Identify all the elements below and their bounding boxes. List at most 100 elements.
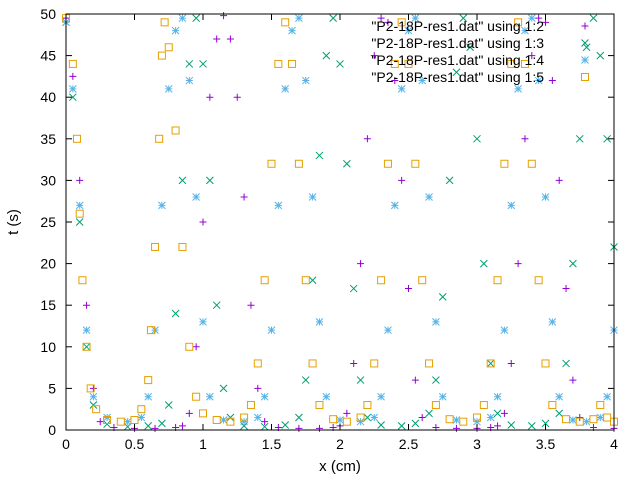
data-point [405,285,412,293]
data-point [288,26,296,35]
data-point [377,421,385,429]
x-tick-label: 0 [62,436,70,452]
data-point [562,285,570,293]
data-point [582,417,591,426]
data-point [82,342,91,351]
data-point [500,326,509,335]
data-point [397,421,406,430]
data-point [596,51,605,60]
data-point [329,14,338,23]
data-point [390,201,399,210]
legend-marker [581,56,589,64]
data-point [220,12,228,20]
legend-marker [581,39,589,47]
data-point [75,218,84,226]
data-point [391,77,399,85]
data-point [137,413,146,422]
data-point [555,176,563,184]
data-point [199,218,207,226]
data-point [240,413,249,422]
data-point [589,415,598,424]
data-point [377,14,385,22]
data-point [562,359,570,368]
data-point [445,415,454,424]
data-point [432,317,440,326]
data-point [199,409,207,418]
data-point [294,159,303,168]
data-point [425,359,434,368]
data-point [404,26,413,35]
data-point [267,159,276,168]
y-tick-label: 0 [48,422,56,438]
data-point [295,424,303,432]
data-point [363,413,372,422]
data-point [137,405,146,414]
data-point [486,359,495,368]
data-point [226,413,235,422]
data-point [541,193,550,201]
data-point [473,134,481,143]
data-point [199,60,207,68]
data-point [160,18,169,27]
data-point [185,409,193,417]
data-point [569,416,577,424]
data-point [569,376,577,384]
data-point [68,93,77,102]
data-point [383,159,392,168]
data-point [562,415,571,424]
data-point [151,242,160,251]
data-point [541,359,550,368]
data-point [466,43,475,52]
data-point [486,413,495,422]
data-point [356,413,365,422]
data-point [253,413,262,422]
data-point [548,77,556,85]
data-point [315,151,324,160]
data-point [486,359,495,368]
data-point [350,359,358,367]
data-point [205,176,214,185]
data-point [192,193,201,201]
data-point [68,59,77,68]
data-point [295,413,303,422]
data-point [459,417,468,426]
data-point [336,416,344,424]
data-point [171,309,180,318]
data-point [219,416,228,424]
data-point [342,159,351,168]
x-tick-label: 2.5 [399,436,419,452]
y-tick-label: 25 [40,214,56,230]
data-point [82,342,91,351]
data-point [507,59,516,68]
data-point [452,416,461,424]
data-point [514,18,523,27]
legend-marker [581,73,589,81]
data-point [164,85,173,93]
data-point [192,392,201,401]
data-point [589,14,598,23]
data-point [507,421,516,429]
data-point [445,176,454,185]
y-tick-label: 20 [40,256,56,272]
data-point [253,359,262,368]
data-point [411,14,420,23]
y-tick-label: 35 [40,131,56,147]
x-axis-label: x (cm) [319,458,361,475]
data-point [514,260,522,268]
data-point [240,417,248,426]
data-point [151,424,159,432]
data-point [281,18,290,27]
data-point [363,135,371,143]
data-point [384,18,392,26]
y-tick-label: 40 [40,89,56,105]
data-point [452,68,461,77]
data-point [185,76,194,85]
data-point [295,14,303,23]
data-point [432,376,440,384]
y-axis-label: t (s) [5,209,22,235]
data-point [185,342,194,351]
data-point [281,85,290,93]
